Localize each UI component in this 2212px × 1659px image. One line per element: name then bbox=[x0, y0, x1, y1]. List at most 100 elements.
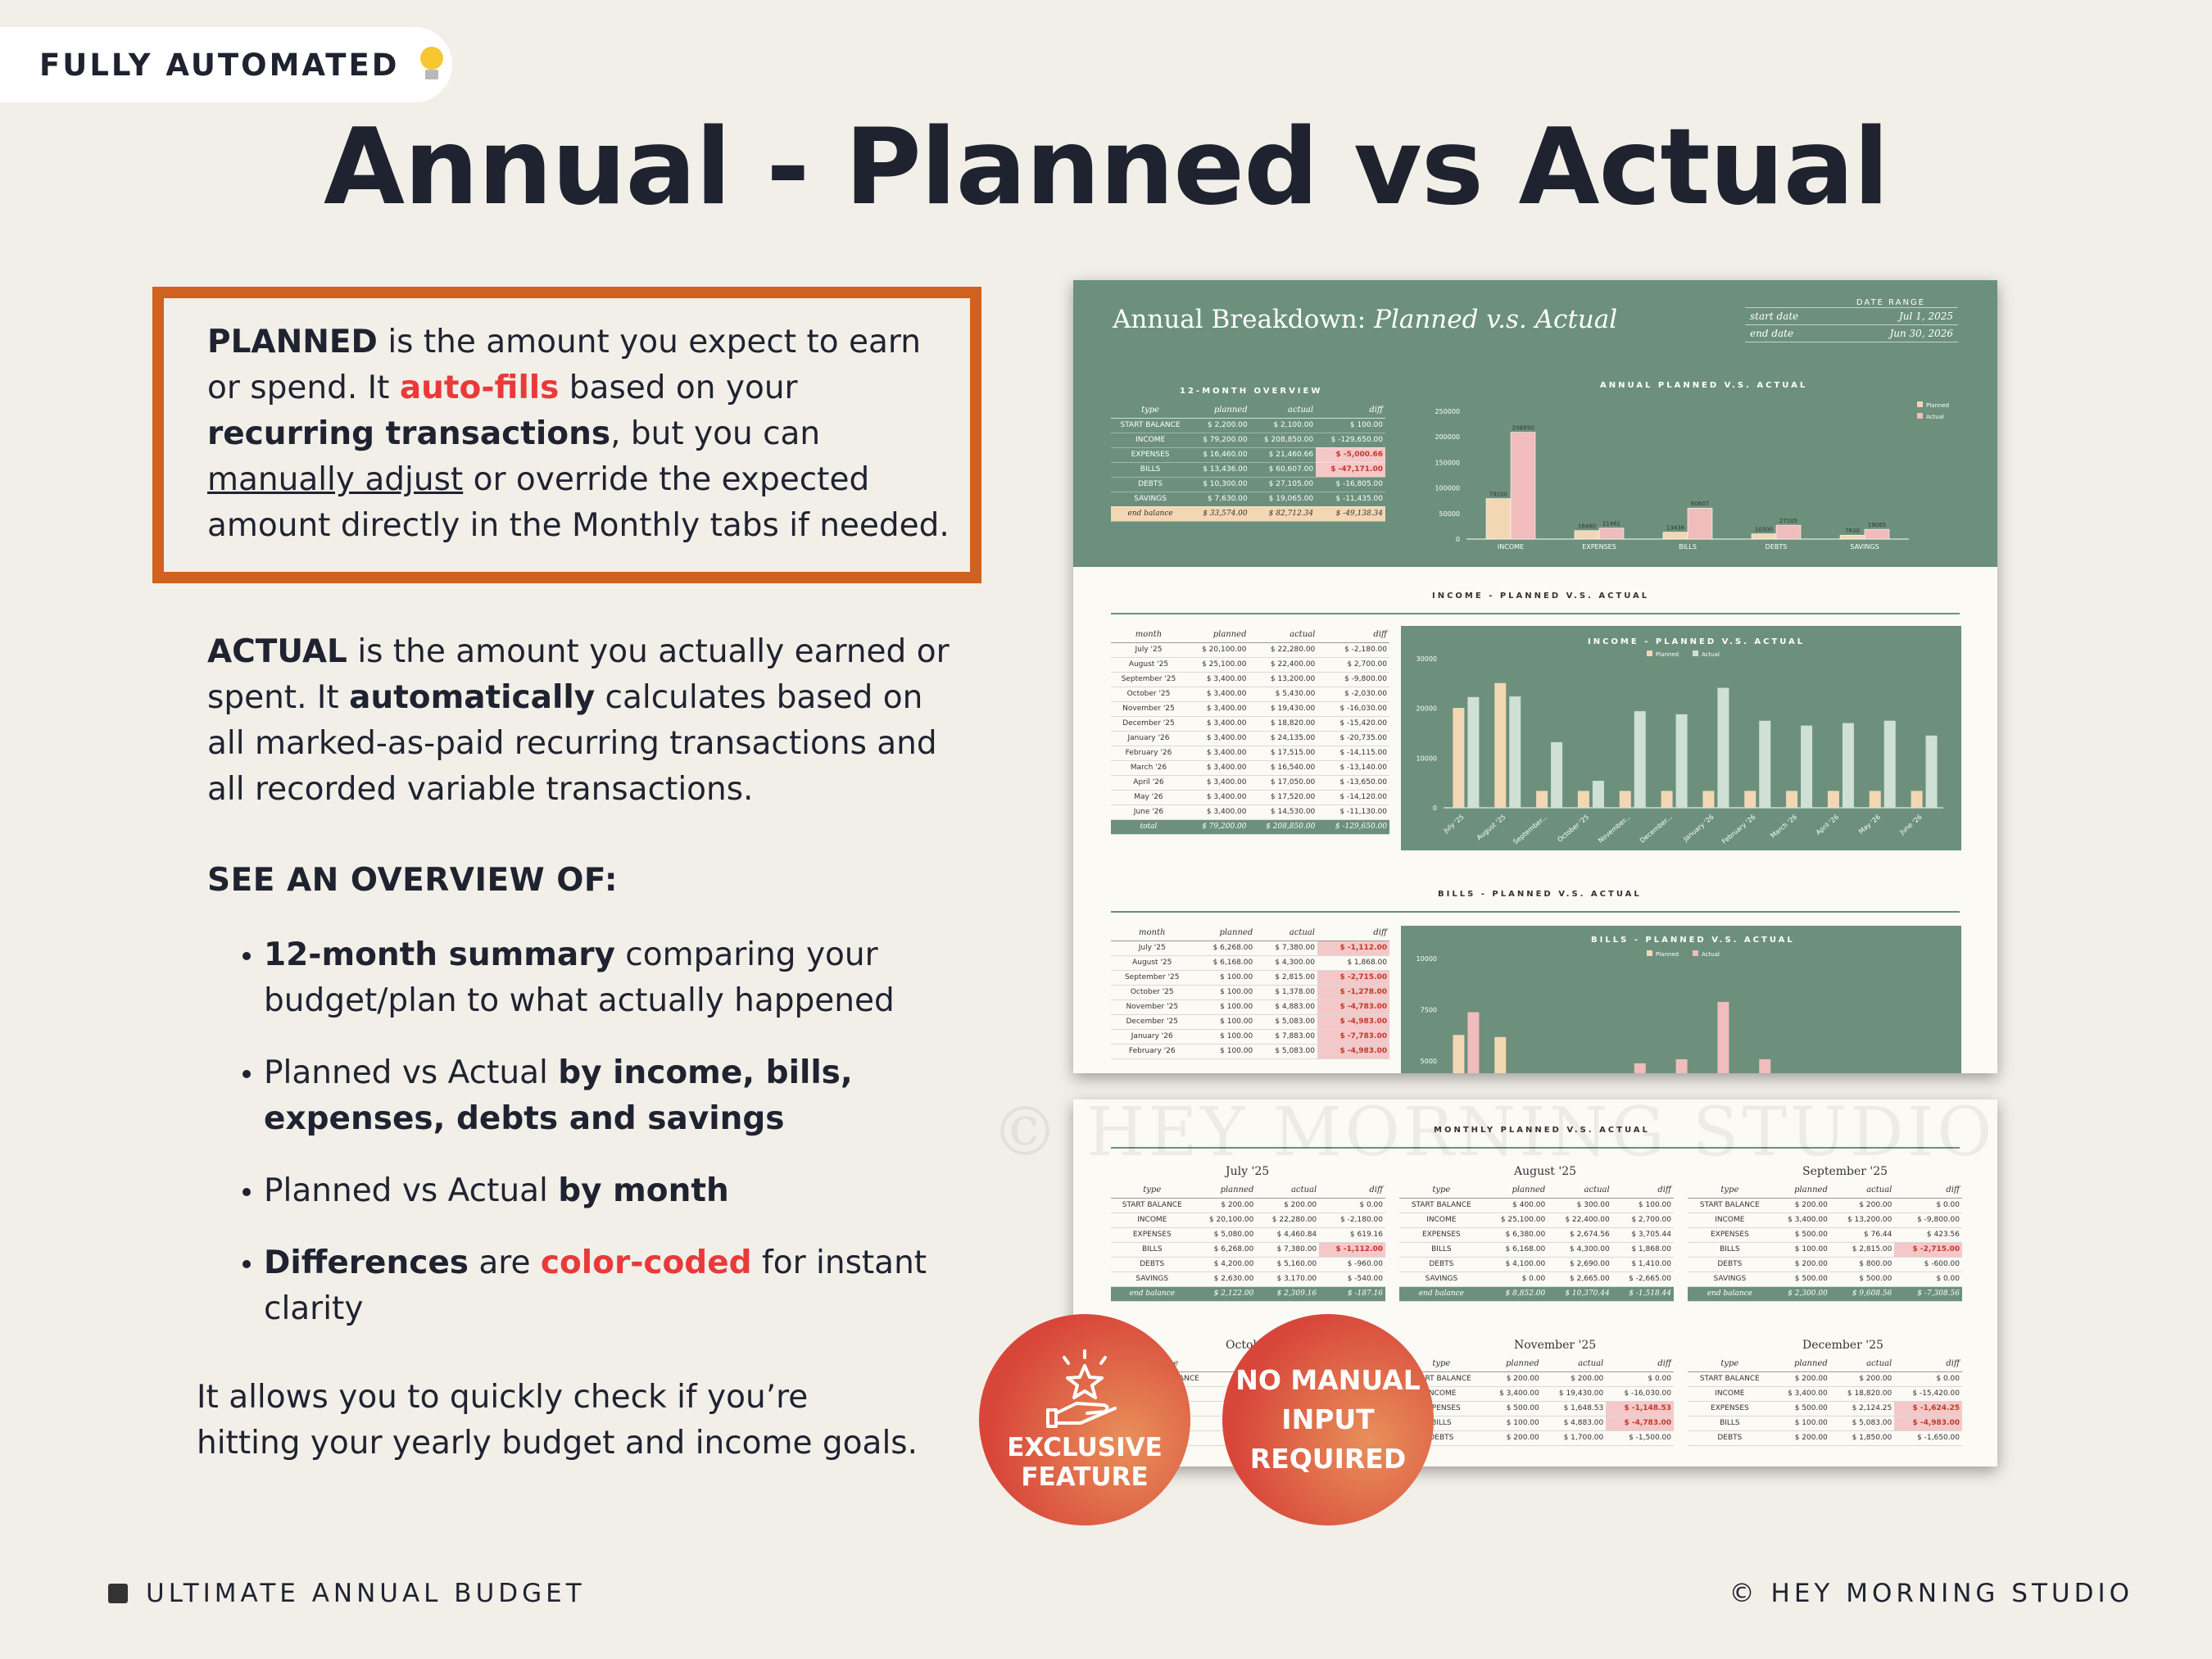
cell-value: $ 200.00 bbox=[1193, 1198, 1257, 1213]
bar-planned bbox=[1574, 530, 1600, 540]
sheet-title: Annual Breakdown: Planned v.s. Actual bbox=[1113, 305, 1618, 334]
table-row: SAVINGS $ 0.00 $ 2,665.00 $ -2,665.00 bbox=[1399, 1271, 1674, 1287]
overview-heading: SEE AN OVERVIEW OF: bbox=[207, 862, 618, 899]
cell-value: $ 2,630.00 bbox=[1193, 1271, 1257, 1287]
row-label: end balance bbox=[1688, 1286, 1772, 1302]
closing-text: It allows you to quickly check if you’re… bbox=[197, 1379, 918, 1462]
bar-actual bbox=[1883, 720, 1896, 808]
cell-value: $ 79,200.00 bbox=[1190, 433, 1250, 448]
bar-actual bbox=[1925, 735, 1938, 808]
cell-value: $ 21,460.66 bbox=[1249, 447, 1317, 463]
column-header: type bbox=[1111, 403, 1190, 419]
cell-value: $ 3,400.00 bbox=[1185, 746, 1249, 761]
cell-value: $ -960.00 bbox=[1319, 1257, 1385, 1272]
cell-value: $ 800.00 bbox=[1829, 1257, 1895, 1272]
cell-value: $ 5,430.00 bbox=[1249, 687, 1318, 702]
bar-planned bbox=[1494, 682, 1507, 808]
y-tick-label: 5000 bbox=[1421, 1058, 1437, 1065]
row-label: DEBTS bbox=[1399, 1257, 1484, 1272]
cell-value: $ 7,883.00 bbox=[1255, 1029, 1317, 1045]
data-label: 27105 bbox=[1779, 518, 1797, 524]
table-row: BILLS $ 100.00 $ 4,883.00 $ -4,783.00 bbox=[1399, 1416, 1674, 1431]
row-label: March '26 bbox=[1111, 760, 1186, 776]
month-table: type planned actual diff START BALANCE $ 400.… bbox=[1399, 1183, 1674, 1302]
column-header: diff bbox=[1316, 403, 1385, 419]
cell-value: $ 2,122.00 bbox=[1193, 1286, 1257, 1302]
cell-value: $ -1,500.00 bbox=[1606, 1430, 1674, 1446]
cell-value: $ 5,083.00 bbox=[1829, 1416, 1895, 1431]
list-item: Differences are color-coded for instant … bbox=[243, 1240, 985, 1332]
cell-value: $ -540.00 bbox=[1319, 1271, 1385, 1287]
overview-table: type planned actual diff START BALANCE $ 2,20… bbox=[1111, 403, 1385, 522]
row-label: BILLS bbox=[1111, 462, 1190, 478]
table-row: INCOME $ 20,100.00 $ 22,280.00 $ -2,180.00 bbox=[1111, 1213, 1385, 1228]
cell-value: $ 2,124.25 bbox=[1829, 1401, 1895, 1416]
cell-value: $ 19,430.00 bbox=[1541, 1386, 1607, 1402]
table-row: total $ 79,200.00 $ 208,850.00 $ -129,650.0… bbox=[1111, 819, 1389, 835]
income-caption: INCOME - PLANNED V.S. ACTUAL bbox=[1432, 592, 1650, 601]
cell-value: $ -1,278.00 bbox=[1317, 985, 1389, 1000]
legend-label: Planned bbox=[1926, 402, 1949, 409]
cell-value: $ 500.00 bbox=[1771, 1271, 1830, 1287]
cell-value: $ 2,665.00 bbox=[1548, 1271, 1612, 1287]
cell-value: $ 5,083.00 bbox=[1255, 1014, 1317, 1030]
bar-actual bbox=[1598, 528, 1625, 540]
legend-label: Planned bbox=[1656, 951, 1679, 958]
cell-value: $ -4,983.00 bbox=[1317, 1014, 1389, 1030]
cell-value: $ -4,983.00 bbox=[1894, 1416, 1962, 1431]
cell-value: $ -14,115.00 bbox=[1317, 746, 1389, 761]
cell-value: $ -49,138.34 bbox=[1316, 506, 1385, 522]
annual-bar-chart: 0 50000 100000 150000 200000 250000 79200 20885… bbox=[1435, 401, 1949, 551]
x-tick-label: December... bbox=[1639, 814, 1674, 845]
cell-value: $ 1,378.00 bbox=[1255, 985, 1317, 1000]
list-item: Planned vs Actual by income, bills, expe… bbox=[243, 1050, 985, 1142]
cell-value: $ 8,852.00 bbox=[1483, 1286, 1548, 1302]
cell-value: $ 3,400.00 bbox=[1185, 687, 1249, 702]
table-row: EXPENSES $ 500.00 $ 1,648.53 $ -1,148.53 bbox=[1399, 1401, 1674, 1416]
cell-value: $ 100.00 bbox=[1193, 1029, 1256, 1045]
table-row: June '26 $ 3,400.00 $ 14,530.00 $ -11,130.0… bbox=[1111, 805, 1389, 820]
cell-value: $ 22,280.00 bbox=[1249, 642, 1318, 658]
cell-value: $ 3,400.00 bbox=[1771, 1386, 1830, 1402]
monthly-caption: MONTHLY PLANNED V.S. ACTUAL bbox=[1434, 1126, 1650, 1135]
month-heading: August '25 bbox=[1514, 1165, 1577, 1178]
cell-value: $ 2,700.00 bbox=[1611, 1213, 1674, 1228]
table-row: DEBTS $ 200.00 $ 800.00 $ -600.00 bbox=[1688, 1257, 1962, 1272]
data-label: 21461 bbox=[1602, 521, 1620, 528]
cell-value: $ -4,783.00 bbox=[1606, 1416, 1674, 1431]
legend-label: Actual bbox=[1702, 651, 1720, 658]
bills-chart-title: BILLS - PLANNED V.S. ACTUAL bbox=[1591, 936, 1795, 945]
row-label: DEBTS bbox=[1111, 1257, 1194, 1272]
bar-actual bbox=[1759, 720, 1771, 808]
row-label: EXPENSES bbox=[1399, 1227, 1484, 1243]
cell-value: $ 25,100.00 bbox=[1185, 657, 1249, 673]
bar-actual bbox=[1675, 1058, 1688, 1073]
y-tick-label: 0 bbox=[1433, 805, 1437, 812]
row-label: INCOME bbox=[1688, 1213, 1772, 1228]
table-row: SAVINGS $ 500.00 $ 500.00 $ 0.00 bbox=[1688, 1271, 1962, 1287]
income-table: month planned actual diff July '25 $ 20,100.0… bbox=[1111, 628, 1389, 835]
row-label: October '25 bbox=[1111, 985, 1194, 1000]
cell-value: $ 2,309.16 bbox=[1256, 1286, 1320, 1302]
cell-value: $ 4,100.00 bbox=[1483, 1257, 1548, 1272]
column-header: actual bbox=[1256, 1183, 1320, 1199]
table-row: end balance $ 8,852.00 $ 10,370.44 $ -1,518… bbox=[1399, 1286, 1674, 1302]
x-tick-label: INCOME bbox=[1498, 543, 1524, 551]
bar-actual bbox=[1717, 687, 1729, 808]
cell-value: $ -129,650.00 bbox=[1316, 433, 1385, 448]
x-tick-label: July '25 bbox=[1442, 814, 1466, 835]
cell-value: $ 18,820.00 bbox=[1829, 1386, 1895, 1402]
income-chart-panel: INCOME - PLANNED V.S. ACTUAL 0 10000 20000… bbox=[1401, 626, 1961, 850]
bills-table: month planned actual diff July '25 $ 6,268.00… bbox=[1111, 926, 1389, 1059]
cell-value: $ 17,515.00 bbox=[1249, 746, 1318, 761]
table-row: INCOME $ 25,100.00 $ 22,400.00 $ 2,700.00 bbox=[1399, 1213, 1674, 1228]
cell-value: $ 100.00 bbox=[1193, 985, 1256, 1000]
cell-value: $ -1,624.25 bbox=[1894, 1401, 1962, 1416]
cell-value: $ 3,705.44 bbox=[1611, 1227, 1674, 1243]
table-row: DEBTS $ 200.00 $ 1,850.00 $ -1,650.00 bbox=[1688, 1430, 1962, 1446]
cell-value: $ -1,650.00 bbox=[1894, 1430, 1962, 1446]
table-row: EXPENSES $ 16,460.00 $ 21,460.66 $ -5,000.6… bbox=[1111, 447, 1385, 463]
cell-value: $ 5,083.00 bbox=[1255, 1044, 1317, 1059]
row-label: end balance bbox=[1111, 506, 1190, 522]
table-row: BILLS $ 6,168.00 $ 4,300.00 $ 1,868.00 bbox=[1399, 1242, 1674, 1258]
